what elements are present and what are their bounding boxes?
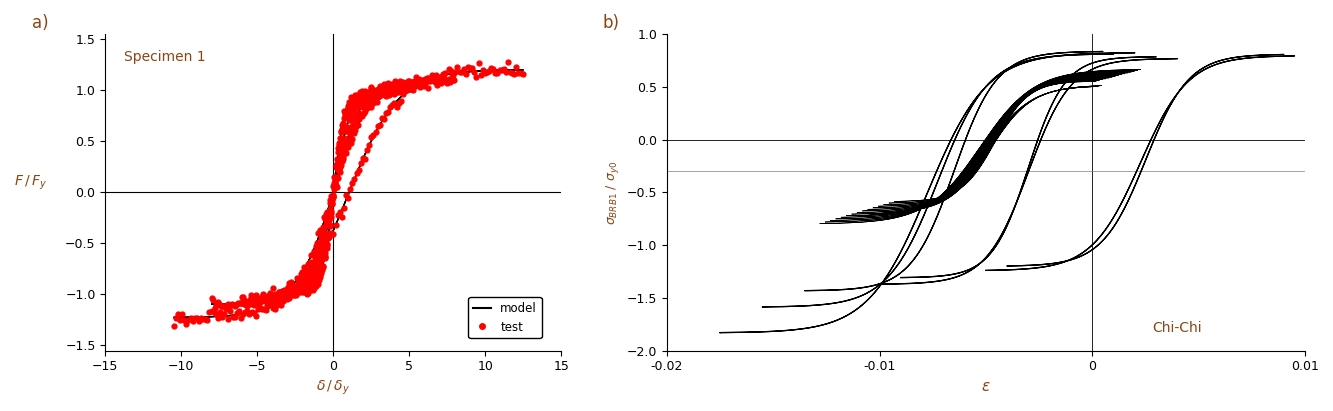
Legend: model, test: model, test [468, 297, 541, 338]
Text: b): b) [603, 14, 620, 32]
Y-axis label: $F\,/\,F_y$: $F\,/\,F_y$ [13, 174, 47, 192]
X-axis label: $\varepsilon$: $\varepsilon$ [981, 379, 990, 394]
Text: a): a) [32, 14, 49, 32]
X-axis label: $\delta\,/\,\delta_y$: $\delta\,/\,\delta_y$ [316, 379, 351, 397]
Y-axis label: $\sigma_{BRB1}\ /\ \sigma_{y0}$: $\sigma_{BRB1}\ /\ \sigma_{y0}$ [604, 160, 621, 224]
Text: Chi-Chi: Chi-Chi [1152, 321, 1201, 335]
Text: Specimen 1: Specimen 1 [124, 50, 205, 64]
